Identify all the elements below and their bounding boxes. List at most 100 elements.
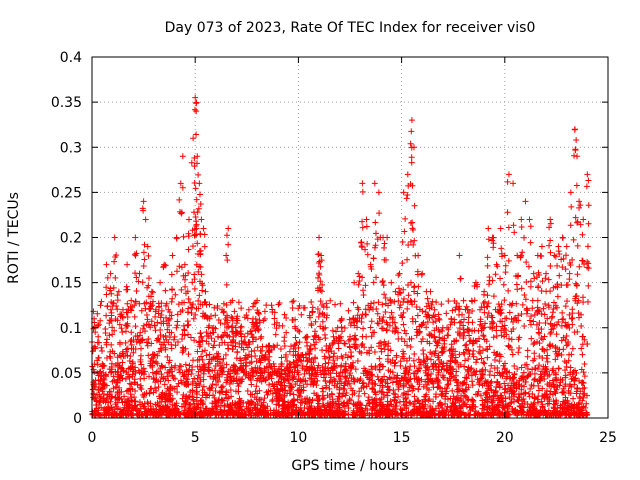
data-point xyxy=(249,399,256,406)
data-point xyxy=(274,342,281,349)
data-point xyxy=(209,329,216,336)
data-point xyxy=(334,407,341,414)
data-point xyxy=(159,391,166,398)
data-point xyxy=(211,367,218,374)
data-point xyxy=(175,366,182,373)
data-point xyxy=(137,375,144,382)
data-point xyxy=(312,318,319,325)
data-point xyxy=(470,347,477,354)
data-point xyxy=(257,335,264,342)
data-point xyxy=(353,402,360,409)
data-point xyxy=(553,377,560,384)
data-point xyxy=(555,248,562,255)
data-point xyxy=(382,379,389,386)
data-point xyxy=(426,340,433,347)
data-point xyxy=(319,364,326,371)
data-point xyxy=(148,293,155,300)
data-point xyxy=(454,329,461,336)
data-point xyxy=(341,411,348,418)
data-point xyxy=(453,377,460,384)
data-point xyxy=(581,336,588,343)
data-point xyxy=(212,398,219,405)
data-point xyxy=(343,400,350,407)
data-point xyxy=(571,152,578,159)
data-point xyxy=(97,302,104,309)
data-point xyxy=(174,318,181,325)
data-point xyxy=(278,374,285,381)
data-point xyxy=(347,370,354,377)
data-point xyxy=(336,404,343,411)
data-point xyxy=(363,333,370,340)
data-point xyxy=(359,224,366,231)
data-point xyxy=(222,351,229,358)
data-point xyxy=(361,390,368,397)
data-point xyxy=(377,361,384,368)
data-point xyxy=(579,333,586,340)
data-point xyxy=(574,218,581,225)
data-point xyxy=(196,343,203,350)
data-point xyxy=(106,332,113,339)
data-point xyxy=(368,366,375,373)
data-point xyxy=(484,292,491,299)
data-point xyxy=(164,411,171,418)
data-point xyxy=(375,299,382,306)
data-point xyxy=(301,304,308,311)
data-point xyxy=(568,203,575,210)
data-point xyxy=(481,336,488,343)
data-point xyxy=(140,198,147,205)
data-point xyxy=(99,380,106,387)
data-point xyxy=(519,249,526,256)
data-point xyxy=(153,370,160,377)
data-point xyxy=(485,300,492,307)
data-point xyxy=(302,366,309,373)
data-point xyxy=(319,301,326,308)
data-point xyxy=(182,398,189,405)
data-point xyxy=(168,408,175,415)
data-point xyxy=(501,297,508,304)
data-point xyxy=(508,346,515,353)
data-point xyxy=(189,304,196,311)
data-point xyxy=(119,359,126,366)
data-point xyxy=(513,281,520,288)
data-point xyxy=(515,336,522,343)
data-point xyxy=(385,412,392,419)
data-point xyxy=(431,350,438,357)
data-point xyxy=(514,411,521,418)
data-point xyxy=(471,368,478,375)
data-point xyxy=(103,261,110,268)
data-point xyxy=(311,390,318,397)
data-point xyxy=(400,299,407,306)
data-point xyxy=(319,392,326,399)
data-point xyxy=(144,342,151,349)
data-point xyxy=(307,342,314,349)
data-point xyxy=(471,297,478,304)
data-point xyxy=(107,306,114,313)
data-point xyxy=(467,337,474,344)
data-point xyxy=(449,307,456,314)
data-point xyxy=(228,393,235,400)
data-point xyxy=(567,222,574,229)
data-point xyxy=(282,353,289,360)
data-point xyxy=(268,302,275,309)
data-point xyxy=(158,374,165,381)
data-point xyxy=(278,371,285,378)
data-point xyxy=(195,297,202,304)
data-point xyxy=(295,392,302,399)
data-point xyxy=(285,399,292,406)
data-point xyxy=(170,336,177,343)
data-point xyxy=(185,296,192,303)
data-point xyxy=(259,343,266,350)
data-point xyxy=(378,395,385,402)
data-point xyxy=(419,308,426,315)
data-point xyxy=(193,196,200,203)
data-point xyxy=(533,412,540,419)
data-point xyxy=(497,306,504,313)
data-point xyxy=(164,353,171,360)
data-point xyxy=(371,244,378,251)
data-point xyxy=(405,371,412,378)
data-point xyxy=(137,352,144,359)
data-point xyxy=(460,297,467,304)
data-point xyxy=(209,381,216,388)
data-point xyxy=(382,295,389,302)
data-point xyxy=(542,301,549,308)
